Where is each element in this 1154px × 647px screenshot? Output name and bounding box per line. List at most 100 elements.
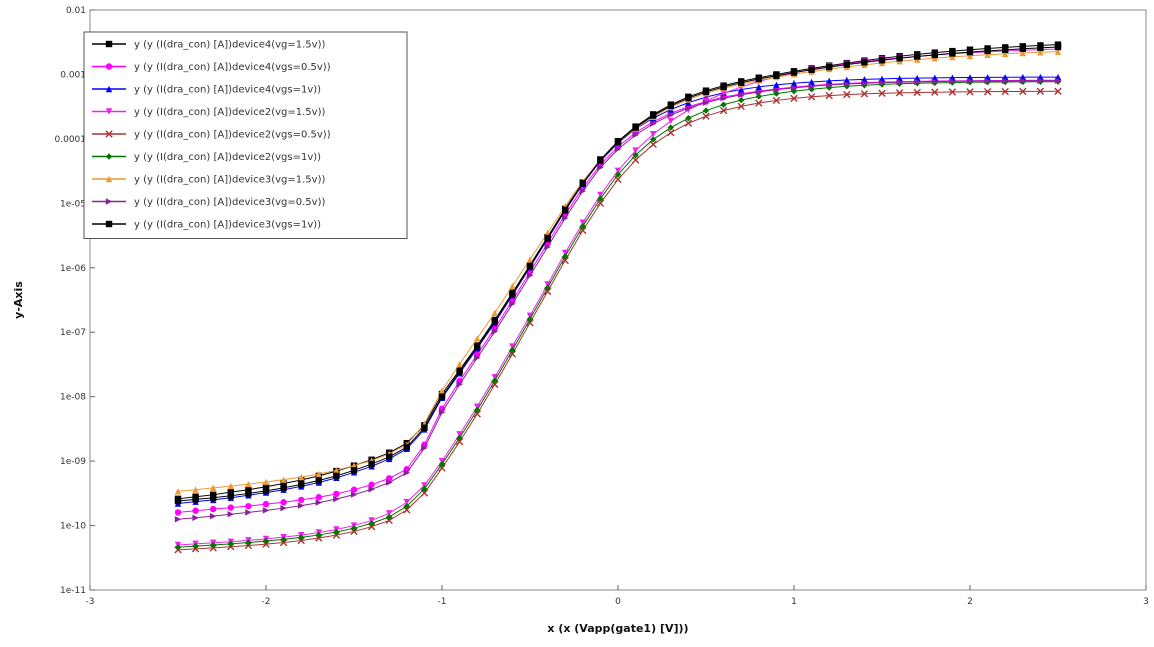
data-point xyxy=(509,343,516,350)
data-point xyxy=(210,484,217,492)
data-point xyxy=(562,206,569,214)
data-point xyxy=(438,464,446,472)
series-8 xyxy=(174,77,1062,523)
data-point xyxy=(455,438,464,446)
data-point xyxy=(456,434,463,441)
legend-marker xyxy=(105,130,113,138)
data-point xyxy=(227,492,234,499)
legend-item: y (y (I(dra_con) [A])device3(vgs=1v)) xyxy=(92,220,321,231)
data-point xyxy=(491,309,498,317)
data-point xyxy=(367,523,376,531)
data-point xyxy=(790,80,798,87)
data-point xyxy=(368,486,375,493)
data-point xyxy=(1054,43,1062,51)
data-point xyxy=(280,536,287,543)
data-point xyxy=(808,78,815,86)
data-point xyxy=(1054,77,1062,84)
data-point xyxy=(1019,77,1026,85)
data-point xyxy=(667,111,674,119)
data-point xyxy=(667,102,674,110)
data-point xyxy=(474,403,481,410)
legend-marker xyxy=(105,175,113,183)
data-point xyxy=(474,354,481,362)
data-point xyxy=(720,101,727,108)
y-tick-label: 0.001 xyxy=(60,70,86,80)
data-point xyxy=(562,214,569,222)
data-point xyxy=(702,88,710,96)
data-point xyxy=(508,350,517,358)
data-point xyxy=(772,96,781,105)
y-tick-label: 1e-05 xyxy=(60,199,86,209)
data-point xyxy=(491,380,499,389)
data-point xyxy=(755,88,762,96)
data-point xyxy=(562,249,569,257)
data-point xyxy=(280,499,287,506)
legend-marker xyxy=(105,220,113,228)
y-tick-label: 1e-07 xyxy=(60,328,86,338)
data-point xyxy=(245,502,252,510)
data-point xyxy=(1002,46,1009,54)
data-point xyxy=(298,534,305,541)
data-point xyxy=(456,431,463,438)
data-point xyxy=(738,79,745,86)
data-point xyxy=(509,346,516,354)
data-point xyxy=(298,496,305,504)
data-point xyxy=(544,234,551,242)
data-point xyxy=(966,77,974,85)
data-point xyxy=(702,97,710,104)
data-point xyxy=(579,180,586,187)
data-point xyxy=(350,491,358,498)
data-point xyxy=(174,497,182,505)
data-point xyxy=(1037,77,1044,84)
data-point xyxy=(755,99,763,107)
data-point xyxy=(579,187,586,195)
data-point xyxy=(878,89,886,97)
data-point xyxy=(1054,48,1062,55)
data-point xyxy=(526,312,534,319)
data-point xyxy=(738,96,745,104)
data-point xyxy=(298,481,305,488)
data-point xyxy=(262,507,270,514)
data-point xyxy=(826,84,833,91)
data-point xyxy=(702,99,710,106)
data-point xyxy=(262,478,270,486)
y-tick-label: 1e-11 xyxy=(60,586,86,596)
data-point xyxy=(983,87,992,96)
data-point xyxy=(474,406,481,414)
data-point xyxy=(315,470,322,478)
data-point xyxy=(350,527,358,536)
legend-item: y (y (I(dra_con) [A])device2(vgs=0.5v)) xyxy=(92,130,331,141)
data-point xyxy=(227,511,234,518)
data-point xyxy=(491,318,498,325)
data-point xyxy=(843,61,850,68)
data-point xyxy=(685,99,692,106)
legend-label: y (y (I(dra_con) [A])device3(vg=1.5v)) xyxy=(134,175,325,186)
data-point xyxy=(667,124,674,131)
legend: y (y (I(dra_con) [A])device4(vg=1.5v)) y … xyxy=(83,31,408,239)
legend-item: y (y (I(dra_con) [A])device2(vgs=1v)) xyxy=(92,152,321,163)
x-tick-label: 1 xyxy=(791,597,797,607)
data-point xyxy=(650,136,657,143)
legend-marker xyxy=(105,85,113,93)
legend-item: y (y (I(dra_con) [A])device3(vg=0.5v)) xyxy=(92,197,325,208)
data-point xyxy=(421,444,428,452)
legend-marker xyxy=(105,40,113,48)
data-point xyxy=(509,290,516,297)
legend-label: y (y (I(dra_con) [A])device2(vgs=1v)) xyxy=(134,152,321,163)
data-point xyxy=(543,287,552,296)
y-axis-label: y-Axis xyxy=(12,281,25,319)
data-point xyxy=(914,78,921,86)
data-point xyxy=(386,479,393,486)
data-point xyxy=(949,53,956,61)
data-point xyxy=(984,47,991,55)
data-point xyxy=(262,537,270,545)
legend-label: y (y (I(dra_con) [A])device4(vgs=1v)) xyxy=(134,85,321,96)
data-point xyxy=(174,516,182,523)
data-point xyxy=(895,89,904,97)
data-point xyxy=(861,80,868,87)
data-point xyxy=(808,83,815,90)
data-point xyxy=(403,469,410,476)
legend-item: y (y (I(dra_con) [A])device4(vgs=0.5v)) xyxy=(92,62,331,73)
data-point xyxy=(614,171,622,178)
